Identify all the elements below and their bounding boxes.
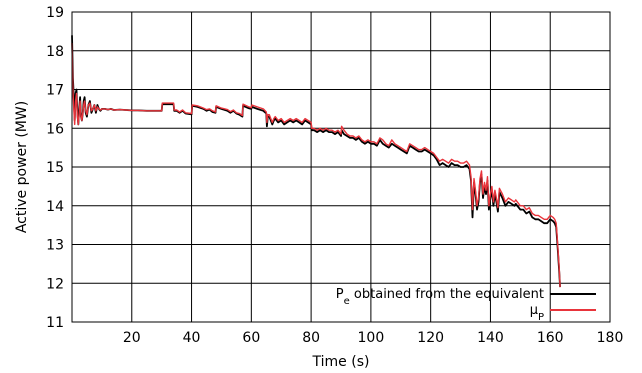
series-line-0 <box>71 35 561 288</box>
x-tick-label: 160 <box>537 330 564 346</box>
y-tick-label: 15 <box>46 160 64 176</box>
y-tick-label: 16 <box>46 121 64 137</box>
x-axis-label: Time (s) <box>312 354 370 370</box>
series-layer <box>71 35 561 288</box>
series-line-1 <box>71 42 561 288</box>
y-axis-label: Active power (MW) <box>14 101 30 233</box>
grid <box>72 12 610 322</box>
x-tick-label: 120 <box>417 330 444 346</box>
x-tick-label: 20 <box>123 330 141 346</box>
y-tick-label: 14 <box>46 199 64 215</box>
legend-label-mup: μP <box>530 303 544 323</box>
y-tick-label: 11 <box>46 315 64 331</box>
y-tick-label: 18 <box>46 44 64 60</box>
y-tick-label: 13 <box>46 238 64 254</box>
y-tick-label: 19 <box>46 5 64 21</box>
plot-frame <box>71 11 611 323</box>
y-tick-label: 17 <box>46 83 64 99</box>
x-tick-label: 140 <box>477 330 504 346</box>
ticks: 20 40 60 80 100 120 140 160 180 11 12 13 14 15 16 17 18 1… <box>46 5 623 346</box>
legend-label-pe: Pe obtained from the equivalent <box>336 287 544 307</box>
x-tick-label: 60 <box>242 330 260 346</box>
x-tick-label: 40 <box>183 330 201 346</box>
x-tick-label: 80 <box>302 330 320 346</box>
x-tick-label: 180 <box>597 330 624 346</box>
legend: Pe obtained from the equivalent μP <box>336 287 596 323</box>
y-tick-label: 12 <box>46 276 64 292</box>
x-tick-label: 100 <box>358 330 385 346</box>
